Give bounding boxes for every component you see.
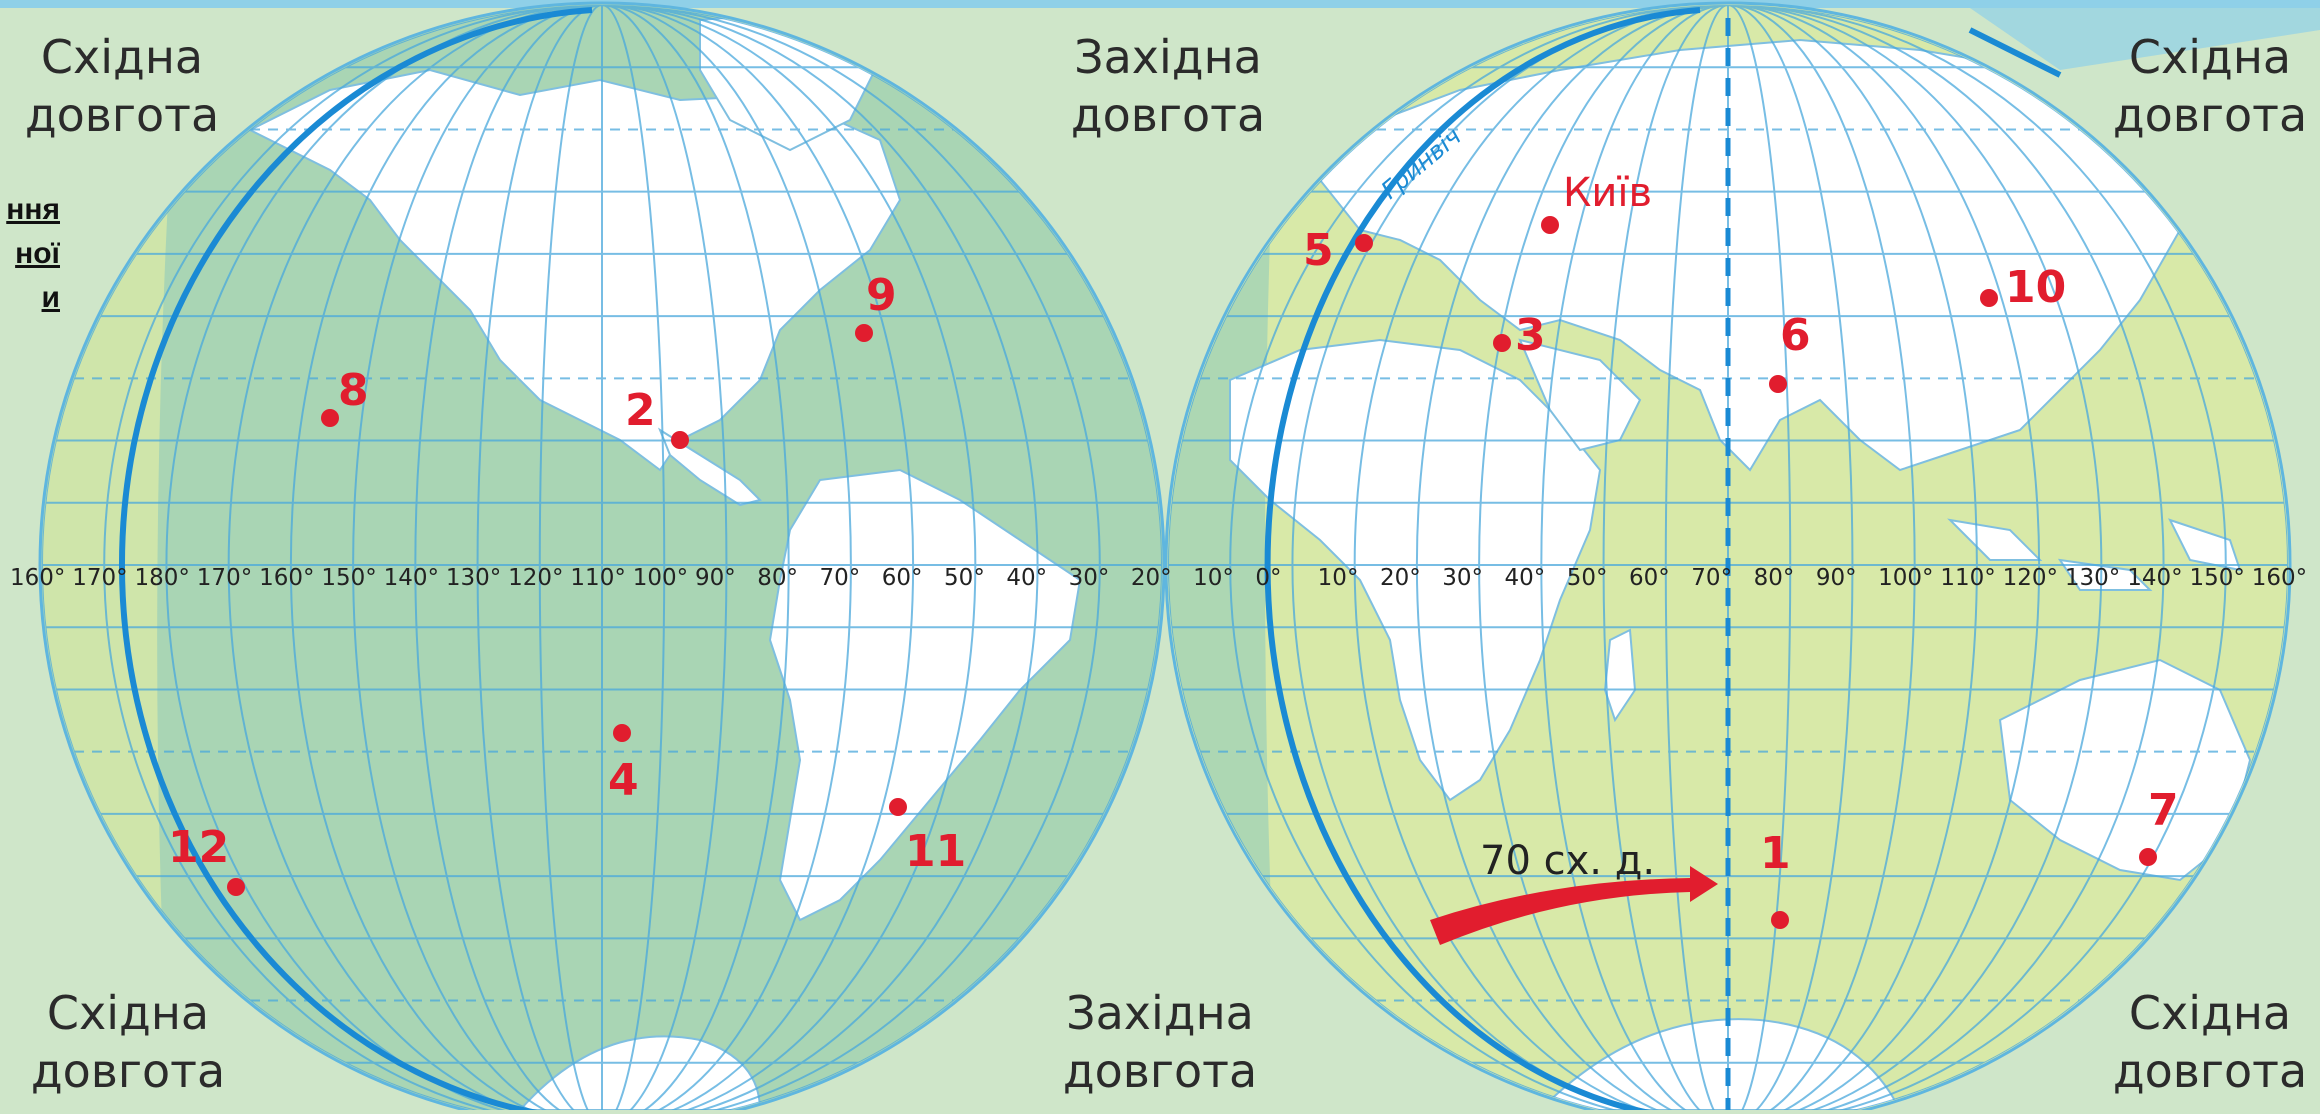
label-bottom-center-line1: Західна — [1066, 986, 1254, 1040]
longitude-tick-label: 100° — [1878, 565, 1933, 591]
longitude-tick-label: 10° — [1318, 565, 1359, 591]
point-label-5: 5 — [1303, 225, 1334, 276]
longitude-tick-label: 40° — [1006, 565, 1047, 591]
longitude-tick-label: 170° — [72, 565, 127, 591]
label-top-right-line2: довгота — [2112, 88, 2308, 142]
point-label-10: 10 — [2005, 262, 2066, 313]
longitude-tick-label: 0° — [1255, 565, 1281, 591]
label-top-left-line2: довгота — [24, 88, 220, 142]
longitude-tick-label: 60° — [1629, 565, 1670, 591]
point-label-2: 2 — [625, 385, 656, 436]
longitude-tick-label: 30° — [1442, 565, 1483, 591]
point-label-12: 12 — [168, 822, 229, 873]
kyiv-point — [1541, 216, 1559, 234]
longitude-tick-label: 140° — [2127, 565, 2182, 591]
point-marker-7 — [2139, 848, 2157, 866]
point-label-9: 9 — [866, 270, 897, 321]
longitude-tick-label: 100° — [633, 565, 688, 591]
arrow-label: 70 сх. д. — [1480, 838, 1655, 884]
label-bottom-right: Східна довгота — [2100, 984, 2320, 1100]
side-link-line3[interactable]: и — [41, 281, 60, 314]
label-top-center-line1: Західна — [1074, 30, 1262, 84]
label-bottom-right-line2: довгота — [2112, 1044, 2308, 1098]
longitude-tick-label: 120° — [508, 565, 563, 591]
arrow-70e — [1430, 866, 1718, 945]
longitude-tick-label: 130° — [2065, 565, 2120, 591]
point-label-6: 6 — [1780, 310, 1811, 361]
longitude-tick-label: 110° — [1940, 565, 1995, 591]
point-label-11: 11 — [905, 826, 966, 877]
label-bottom-left-line2: довгота — [30, 1044, 226, 1098]
point-marker-5 — [1355, 234, 1373, 252]
greenwich-meridian — [1264, 7, 1701, 1114]
point-label-4: 4 — [608, 755, 639, 806]
north-america-land — [247, 68, 902, 472]
western-hemisphere — [38, 1, 1166, 1114]
longitude-tick-label: 160° — [10, 565, 65, 591]
longitude-tick-label: 50° — [1567, 565, 1608, 591]
longitude-tick-label: 120° — [2003, 565, 2058, 591]
longitude-tick-label: 60° — [882, 565, 923, 591]
longitude-tick-label: 40° — [1504, 565, 1545, 591]
label-top-center-line2: довгота — [1070, 88, 1266, 142]
longitude-scale: 160° 170° 180° 170° 160° 150° 140° 130° 120° 110°… — [10, 565, 2307, 591]
label-top-left: Східна довгота — [22, 28, 222, 144]
longitude-tick-label: 160° — [2252, 565, 2307, 591]
point-marker-11 — [889, 798, 907, 816]
point-marker-9 — [855, 324, 873, 342]
point-label-8: 8 — [338, 365, 369, 416]
point-marker-4 — [613, 724, 631, 742]
longitude-tick-label: 90° — [1816, 565, 1857, 591]
longitude-tick-label: 110° — [570, 565, 625, 591]
point-marker-10 — [1980, 289, 1998, 307]
point-marker-3 — [1493, 334, 1511, 352]
label-bottom-left-line1: Східна — [46, 986, 210, 1040]
point-label-7: 7 — [2148, 785, 2179, 836]
point-label-3: 3 — [1515, 310, 1546, 361]
longitude-tick-label: 90° — [695, 565, 736, 591]
longitude-tick-label: 140° — [384, 565, 439, 591]
point-marker-2 — [671, 431, 689, 449]
eurasia-land — [1318, 38, 2202, 472]
longitude-tick-label: 150° — [2189, 565, 2244, 591]
label-bottom-right-line1: Східна — [2128, 986, 2292, 1040]
longitude-tick-label: 20° — [1380, 565, 1421, 591]
longitude-tick-label: 160° — [259, 565, 314, 591]
point-marker-6 — [1769, 375, 1787, 393]
longitude-tick-label: 70° — [1691, 565, 1732, 591]
side-link-line2[interactable]: ної — [15, 237, 60, 270]
label-top-center: Західна довгота — [1068, 28, 1268, 144]
label-top-left-line1: Східна — [40, 30, 204, 84]
label-top-right-line1: Східна — [2128, 30, 2292, 84]
longitude-tick-label: 10° — [1193, 565, 1234, 591]
longitude-tick-label: 130° — [446, 565, 501, 591]
longitude-tick-label: 20° — [1131, 565, 1172, 591]
label-top-right: Східна довгота — [2100, 28, 2320, 144]
kyiv-label: Київ — [1563, 170, 1652, 216]
longitude-tick-label: 180° — [135, 565, 190, 591]
longitude-tick-label: 80° — [1754, 565, 1795, 591]
longitude-tick-label: 50° — [944, 565, 985, 591]
point-label-1: 1 — [1760, 828, 1791, 879]
longitude-tick-label: 80° — [757, 565, 798, 591]
side-link-line1[interactable]: ння — [6, 193, 60, 226]
longitude-tick-label: 170° — [197, 565, 252, 591]
longitude-tick-label: 30° — [1069, 565, 1110, 591]
africa-land — [1229, 338, 1602, 802]
point-marker-8 — [321, 409, 339, 427]
longitude-tick-label: 150° — [321, 565, 376, 591]
longitude-tick-label: 70° — [820, 565, 861, 591]
label-bottom-center: Західна довгота — [1060, 984, 1260, 1100]
eastern-hemisphere — [1164, 1, 2320, 1114]
label-bottom-center-line2: довгота — [1062, 1044, 1258, 1098]
label-bottom-left: Східна довгота — [28, 984, 228, 1100]
point-marker-12 — [227, 878, 245, 896]
side-link[interactable]: ння ної и — [0, 188, 60, 320]
point-marker-1 — [1771, 911, 1789, 929]
